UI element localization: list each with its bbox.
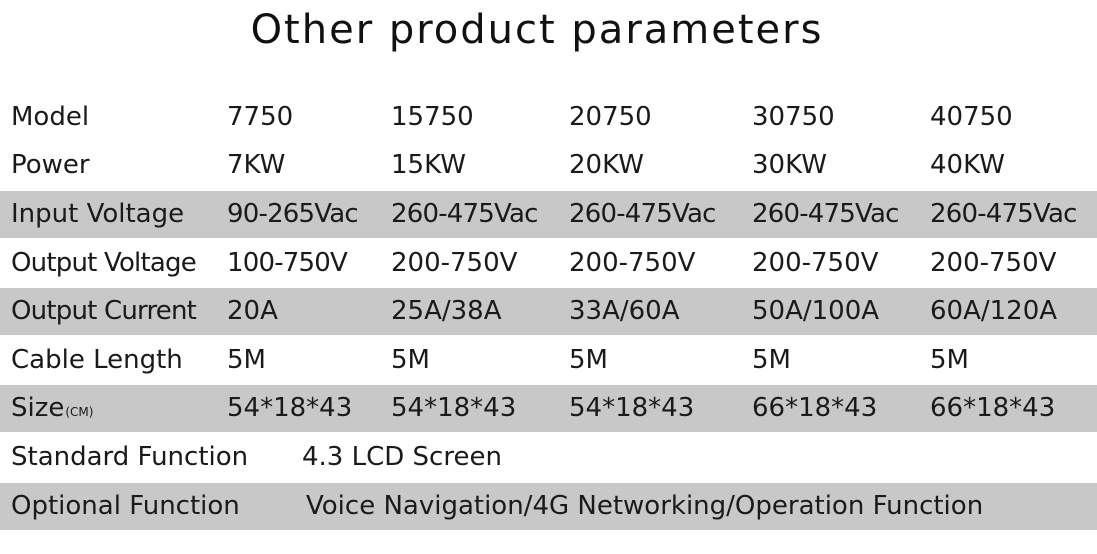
- cell-model-15750: 15750: [391, 102, 474, 132]
- cell-model-20750: 20750: [569, 102, 652, 132]
- table-row-output-current: Output Current 20A 25A/38A 33A/60A 50A/1…: [0, 288, 1097, 335]
- table-row-power: Power 7KW 15KW 20KW 30KW 40KW: [0, 142, 1097, 189]
- cell-input-voltage-40750: 260-475Vac: [930, 199, 1077, 229]
- cell-input-voltage-15750: 260-475Vac: [391, 199, 538, 229]
- cell-size-15750: 54*18*43: [391, 393, 517, 423]
- cell-cable-length-20750: 5M: [569, 345, 608, 375]
- cell-power-40750: 40KW: [930, 150, 1005, 180]
- cell-input-voltage-30750: 260-475Vac: [752, 199, 899, 229]
- cell-size-20750: 54*18*43: [569, 393, 695, 423]
- cell-power-20750: 20KW: [569, 150, 644, 180]
- cell-size-30750: 66*18*43: [752, 393, 878, 423]
- cell-power-15750: 15KW: [391, 150, 466, 180]
- cell-size-40750: 66*18*43: [930, 393, 1056, 423]
- row-label-model: Model: [11, 102, 90, 132]
- cell-cable-length-40750: 5M: [930, 345, 969, 375]
- cell-cable-length-7750: 5M: [227, 345, 266, 375]
- size-unit-label: (CM): [65, 405, 94, 419]
- cell-output-voltage-20750: 200-750V: [569, 248, 696, 278]
- table-row-model: Model 7750 15750 20750 30750 40750: [0, 94, 1097, 141]
- cell-output-voltage-7750: 100-750V: [227, 248, 348, 278]
- cell-output-current-7750: 20A: [227, 296, 278, 326]
- row-label-standard-function: Standard Function: [11, 442, 249, 472]
- row-label-power: Power: [11, 150, 90, 180]
- table-row-cable-length: Cable Length 5M 5M 5M 5M 5M: [0, 337, 1097, 384]
- cell-output-voltage-30750: 200-750V: [752, 248, 879, 278]
- table-row-input-voltage: Input Voltage 90-265Vac 260-475Vac 260-4…: [0, 191, 1097, 238]
- cell-optional-function-value: Voice Navigation/4G Networking/Operation…: [306, 491, 984, 521]
- cell-output-current-20750: 33A/60A: [569, 296, 680, 326]
- cell-input-voltage-7750: 90-265Vac: [227, 199, 359, 229]
- cell-power-30750: 30KW: [752, 150, 827, 180]
- cell-output-voltage-15750: 200-750V: [391, 248, 518, 278]
- size-label-text: Size: [11, 393, 65, 423]
- cell-output-voltage-40750: 200-750V: [930, 248, 1057, 278]
- cell-cable-length-15750: 5M: [391, 345, 430, 375]
- row-label-cable-length: Cable Length: [11, 345, 183, 375]
- cell-input-voltage-20750: 260-475Vac: [569, 199, 716, 229]
- cell-model-7750: 7750: [227, 102, 294, 132]
- row-label-output-current: Output Current: [11, 296, 197, 326]
- table-row-size: Size(CM) 54*18*43 54*18*43 54*18*43 66*1…: [0, 385, 1097, 432]
- cell-output-current-40750: 60A/120A: [930, 296, 1058, 326]
- row-label-output-voltage: Output Voltage: [11, 248, 197, 278]
- cell-cable-length-30750: 5M: [752, 345, 791, 375]
- table-row-optional-function: Optional Function Voice Navigation/4G Ne…: [0, 483, 1097, 530]
- cell-standard-function-value: 4.3 LCD Screen: [302, 442, 502, 472]
- cell-model-40750: 40750: [930, 102, 1013, 132]
- row-label-input-voltage: Input Voltage: [11, 199, 185, 229]
- cell-output-current-30750: 50A/100A: [752, 296, 880, 326]
- cell-size-7750: 54*18*43: [227, 393, 353, 423]
- row-label-optional-function: Optional Function: [11, 491, 240, 521]
- page-title: Other product parameters: [250, 7, 824, 53]
- cell-model-30750: 30750: [752, 102, 835, 132]
- cell-output-current-15750: 25A/38A: [391, 296, 502, 326]
- row-label-size: Size(CM): [11, 385, 93, 432]
- table-row-output-voltage: Output Voltage 100-750V 200-750V 200-750…: [0, 240, 1097, 287]
- table-row-standard-function: Standard Function 4.3 LCD Screen: [0, 434, 1097, 481]
- cell-power-7750: 7KW: [227, 150, 286, 180]
